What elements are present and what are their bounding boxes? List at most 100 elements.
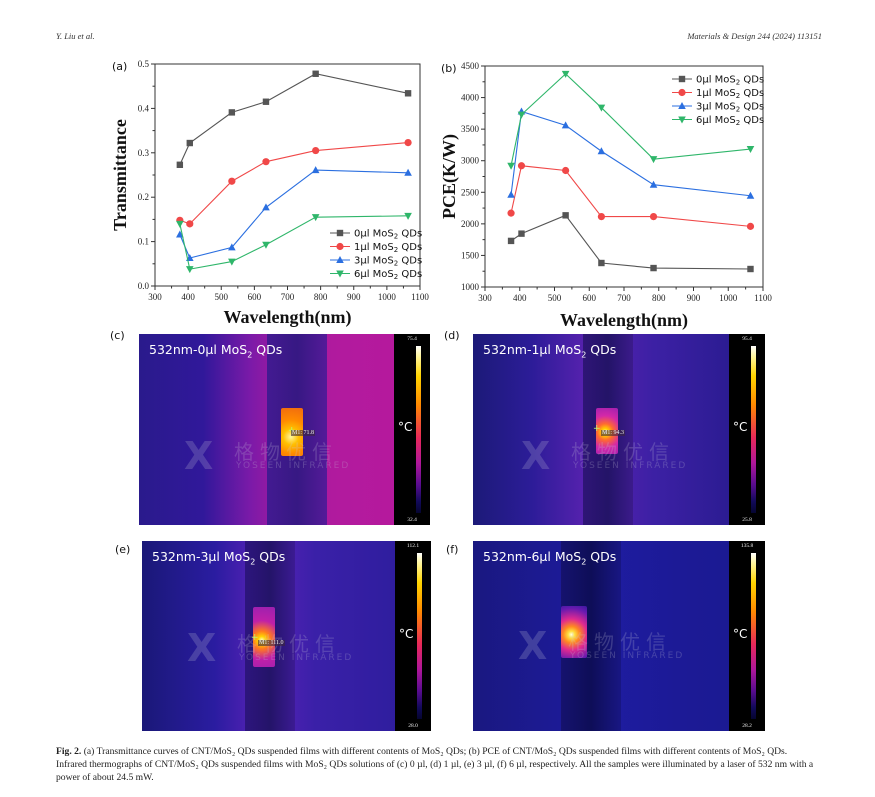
y-axis-title: Transmittance	[110, 119, 130, 231]
thermograph-title: 532nm-6µl MoS2 QDs	[483, 549, 617, 567]
data-point	[598, 259, 605, 267]
data-point	[507, 190, 515, 198]
data-point	[562, 166, 570, 175]
temperature-colorbar: 112.1 28.0 °C	[395, 541, 431, 731]
temperature-colorbar: 135.8 28.2 °C	[729, 541, 765, 731]
laser-hotspot	[561, 606, 587, 658]
x-tick-label: 700	[617, 293, 631, 303]
x-tick-label: 1100	[754, 293, 772, 303]
x-axis-title: Wavelength(nm)	[224, 307, 352, 328]
x-tick-label: 500	[548, 293, 562, 303]
x-tick-label: 400	[181, 292, 195, 302]
figure-caption: Fig. 2. (a) Transmittance curves of CNT/…	[56, 745, 820, 784]
legend-marker	[678, 88, 686, 97]
pce-chart: (b) 300 400 500 600 700 800 900 1000 1100 1000 1500…	[439, 61, 772, 331]
data-point	[561, 121, 570, 129]
y-axis-title: PCE(K/W)	[439, 134, 460, 219]
data-point	[649, 156, 658, 164]
thermograph-panel-label: (c)	[110, 329, 125, 342]
data-point	[597, 147, 606, 155]
y-tick-label: 1000	[461, 282, 480, 292]
data-point	[186, 139, 193, 147]
celsius-unit: °C	[398, 419, 413, 434]
x-tick-label: 300	[148, 292, 162, 302]
x-tick-label: 800	[314, 292, 328, 302]
panel-label: (b)	[441, 62, 457, 75]
series-1	[176, 138, 412, 228]
legend-label: 6µl MoS2 QDs	[696, 115, 764, 127]
legend-label: 3µl MoS2 QDs	[696, 102, 764, 114]
data-point	[404, 168, 412, 176]
legend-marker	[336, 242, 344, 251]
data-point	[517, 162, 526, 170]
data-point	[517, 111, 526, 119]
thermograph-title: 532nm-3µl MoS2 QDs	[152, 549, 286, 567]
legend-label: 1µl MoS2 QDs	[696, 88, 764, 100]
legend-marker	[336, 256, 344, 263]
y-tick-label: 1500	[461, 250, 480, 260]
colorbar-gradient	[416, 346, 421, 513]
thermograph-image: X 格物优信 YOSEEN INFRARED + M1: 94.3 532nm-1µl M…	[473, 334, 765, 525]
data-point	[404, 90, 412, 97]
data-point	[185, 266, 194, 274]
colorbar-max: 75.4	[407, 336, 417, 342]
y-tick-label: 2000	[461, 219, 480, 229]
data-point	[228, 243, 236, 251]
colorbar-max: 112.1	[406, 543, 420, 549]
colorbar-gradient	[417, 553, 422, 719]
colorbar-gradient	[751, 553, 756, 719]
y-tick-label: 0.1	[138, 237, 149, 247]
y-tick-label: 0.5	[138, 59, 150, 69]
crosshair-icon: +	[593, 424, 601, 434]
data-point	[562, 212, 569, 219]
y-tick-label: 3500	[461, 124, 480, 134]
x-tick-label: 1000	[719, 293, 738, 303]
data-point	[507, 209, 515, 217]
data-point	[404, 138, 412, 147]
y-tick-label: 0.3	[138, 148, 150, 158]
legend-marker	[678, 75, 686, 83]
legend-marker	[336, 270, 344, 278]
x-tick-label: 400	[513, 293, 527, 303]
thermograph-title: 532nm-1µl MoS2 QDs	[483, 342, 617, 360]
data-point	[228, 258, 236, 266]
thermograph-panel-label: (d)	[444, 329, 460, 342]
data-point	[649, 180, 658, 188]
series-3	[176, 212, 412, 274]
legend-label: 1µl MoS2 QDs	[354, 242, 422, 254]
x-tick-label: 300	[478, 293, 492, 303]
data-point	[507, 237, 515, 245]
colorbar-gradient	[751, 346, 756, 513]
series-1	[507, 162, 755, 230]
plot-frame	[484, 65, 764, 288]
thermograph-image: X 格物优信 YOSEEN INFRARED 532nm-6µl MoS2 QDs 13…	[473, 541, 765, 731]
x-tick-label: 1000	[378, 292, 397, 302]
series-3	[507, 70, 755, 170]
series-0	[176, 70, 412, 168]
data-point	[650, 264, 657, 272]
series-line	[510, 165, 751, 227]
legend-label: 0µl MoS2 QDs	[696, 75, 764, 87]
y-tick-label: 4500	[461, 61, 480, 71]
data-point	[176, 230, 184, 238]
data-point	[597, 104, 606, 112]
x-tick-label: 700	[281, 292, 295, 302]
celsius-unit: °C	[733, 626, 748, 641]
running-header-journal: Materials & Design 244 (2024) 113151	[687, 31, 822, 41]
data-point	[746, 191, 755, 199]
y-tick-label: 0.4	[138, 103, 150, 113]
data-point	[561, 70, 570, 78]
thermograph-panel-label: (e)	[115, 543, 131, 556]
x-tick-label: 900	[347, 292, 361, 302]
colorbar-min: 28.0	[408, 723, 418, 729]
series-line	[179, 215, 409, 270]
thermograph-panel-label: (f)	[446, 543, 459, 556]
colorbar-min: 25.8	[742, 517, 752, 523]
legend-marker	[678, 102, 686, 109]
panel-label: (a)	[112, 60, 127, 73]
y-tick-label: 0.2	[138, 192, 149, 202]
y-tick-label: 3000	[461, 156, 480, 166]
celsius-unit: °C	[399, 626, 414, 641]
data-point	[747, 265, 754, 273]
